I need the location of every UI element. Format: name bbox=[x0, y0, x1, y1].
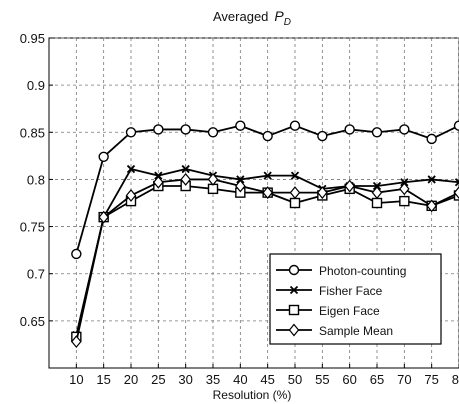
legend-label-photon-counting: Photon-counting bbox=[319, 264, 406, 278]
chart-title-subscript: D bbox=[284, 17, 291, 28]
x-tick-label: 35 bbox=[206, 372, 220, 387]
data-point-sample-mean bbox=[289, 186, 301, 200]
data-point-photon-counting bbox=[289, 120, 301, 131]
x-tick-label: 70 bbox=[397, 372, 411, 387]
data-point-photon-counting bbox=[153, 124, 164, 135]
data-point-eigen-face bbox=[399, 195, 410, 207]
series-photon-counting bbox=[71, 120, 459, 260]
legend-marker-photon-counting bbox=[288, 264, 300, 276]
data-point-sample-mean bbox=[426, 199, 437, 213]
legend: Photon-counting Fisher Face Eigen Face Samp… bbox=[269, 253, 442, 345]
series-layer bbox=[71, 120, 459, 349]
chart-title-symbol: P bbox=[274, 8, 284, 24]
data-point-sample-mean bbox=[399, 182, 410, 196]
chart-title: Averaged PD bbox=[213, 8, 291, 28]
x-tick-label: 30 bbox=[178, 372, 192, 387]
legend-marker-eigen-face bbox=[288, 304, 300, 316]
x-tick-label: 65 bbox=[370, 372, 384, 387]
data-point-fisher-face bbox=[263, 171, 272, 180]
y-tick-label: 0.9 bbox=[27, 78, 45, 93]
data-point-photon-counting bbox=[207, 127, 219, 138]
data-point-sample-mean bbox=[125, 189, 137, 202]
data-point-fisher-face bbox=[454, 178, 459, 187]
data-point-sample-mean bbox=[344, 179, 355, 193]
data-point-photon-counting bbox=[262, 130, 273, 142]
data-point-fisher-face bbox=[126, 164, 136, 174]
legend-marker-fisher-face bbox=[289, 285, 299, 295]
data-point-sample-mean bbox=[207, 172, 219, 186]
data-point-sample-mean bbox=[317, 186, 328, 200]
legend-label-eigen-face: Eigen Face bbox=[319, 304, 380, 318]
data-point-photon-counting bbox=[235, 120, 246, 131]
data-point-fisher-face bbox=[236, 175, 245, 184]
x-tick-label: 15 bbox=[96, 372, 110, 387]
data-point-photon-counting bbox=[399, 124, 410, 135]
series-sample-mean bbox=[71, 172, 459, 349]
x-tick-label: 10 bbox=[69, 372, 83, 387]
data-point-fisher-face bbox=[181, 164, 190, 174]
y-tick-label: 0.95 bbox=[20, 31, 45, 46]
data-point-photon-counting bbox=[371, 127, 383, 138]
data-point-fisher-face bbox=[372, 181, 382, 191]
data-point-sample-mean bbox=[98, 210, 109, 224]
y-tick-label: 0.85 bbox=[20, 125, 45, 140]
y-tick-label: 0.7 bbox=[27, 267, 45, 282]
legend-label-fisher-face: Fisher Face bbox=[319, 284, 383, 298]
data-point-fisher-face bbox=[400, 178, 409, 187]
data-point-sample-mean bbox=[453, 186, 459, 200]
x-tick-label: 20 bbox=[124, 372, 138, 387]
data-point-photon-counting bbox=[426, 133, 437, 145]
data-point-photon-counting bbox=[180, 124, 191, 135]
data-point-photon-counting bbox=[125, 127, 137, 138]
y-tick-label: 0.75 bbox=[20, 220, 45, 235]
data-point-eigen-face bbox=[371, 197, 383, 209]
data-point-photon-counting bbox=[71, 248, 82, 260]
data-point-photon-counting bbox=[453, 120, 459, 131]
x-tick-label: 40 bbox=[233, 372, 247, 387]
data-point-fisher-face bbox=[427, 175, 436, 184]
x-tick-label: 80 bbox=[452, 372, 459, 387]
x-tick-label: 55 bbox=[315, 372, 329, 387]
x-tick-label: 50 bbox=[288, 372, 302, 387]
data-point-sample-mean bbox=[371, 186, 383, 200]
chart-title-text: Averaged bbox=[213, 9, 268, 24]
data-point-sample-mean bbox=[262, 186, 273, 200]
x-tick-label: 25 bbox=[151, 372, 165, 387]
data-point-fisher-face bbox=[290, 171, 300, 180]
gridlines bbox=[49, 37, 459, 368]
x-tick-label: 60 bbox=[342, 372, 356, 387]
y-tick-label: 0.8 bbox=[27, 172, 45, 187]
x-tick-label: 75 bbox=[424, 372, 438, 387]
x-axis-label: Resolution (%) bbox=[213, 388, 292, 402]
y-tick-label: 0.65 bbox=[20, 314, 45, 329]
x-tick-label: 45 bbox=[260, 372, 274, 387]
legend-label-sample-mean: Sample Mean bbox=[319, 324, 393, 338]
data-point-photon-counting bbox=[317, 130, 328, 142]
tick-labels: 10 15 20 25 30 35 40 45 50 55 60 65 70 75 80 0.65 0.7 0.7… bbox=[20, 31, 459, 387]
data-point-photon-counting bbox=[98, 151, 109, 163]
data-point-sample-mean bbox=[235, 179, 246, 193]
data-point-sample-mean bbox=[180, 172, 191, 186]
data-point-fisher-face bbox=[154, 171, 163, 180]
data-point-eigen-face bbox=[289, 197, 301, 209]
data-point-photon-counting bbox=[344, 124, 355, 135]
data-point-sample-mean bbox=[153, 175, 164, 189]
legend-marker-sample-mean bbox=[288, 323, 300, 337]
data-point-sample-mean bbox=[71, 335, 82, 349]
